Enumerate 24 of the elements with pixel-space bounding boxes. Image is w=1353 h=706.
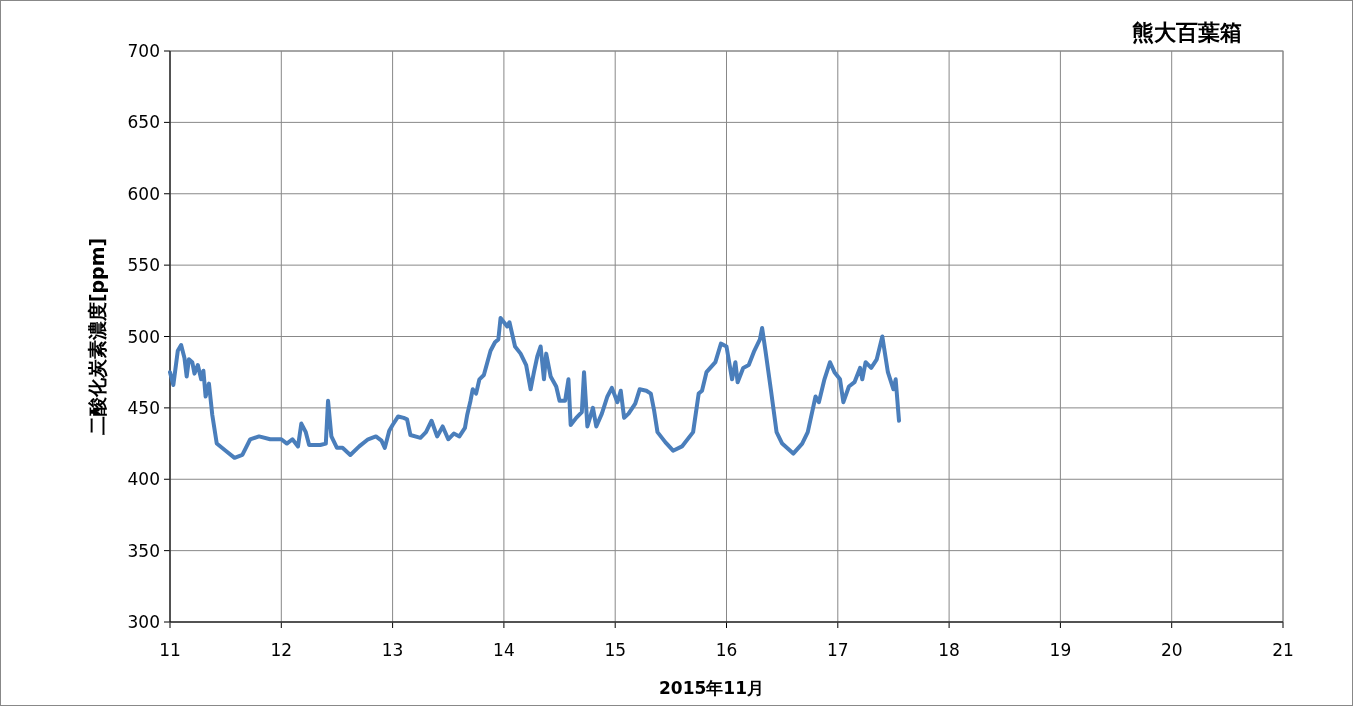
y-tick-label: 650: [127, 112, 160, 133]
x-tick-label: 20: [1160, 640, 1183, 660]
y-tick-label: 350: [127, 540, 160, 561]
x-tick-label: 18: [938, 640, 960, 660]
y-tick-label: 300: [127, 612, 160, 632]
x-tick-label: 14: [493, 640, 515, 660]
x-tick-label: 13: [381, 640, 404, 660]
line-series: [168, 315, 902, 460]
y-axis-title: 二酸化炭素濃度[ppm]: [86, 237, 108, 436]
x-tick-label: 16: [715, 640, 738, 660]
x-tick-label: 19: [1049, 640, 1072, 660]
x-tick-label: 15: [604, 640, 627, 660]
chart-title: 熊大百葉箱: [1132, 20, 1242, 45]
y-tick-label: 400: [127, 469, 160, 490]
x-tick-label: 21: [1272, 640, 1294, 660]
x-tick-label: 12: [270, 640, 293, 660]
y-tick-label: 500: [127, 326, 160, 347]
y-tick-label: 550: [127, 255, 160, 276]
y-tick-label: 600: [127, 183, 160, 204]
x-tick-label: 11: [159, 640, 181, 660]
x-axis-title: 2015年11月: [659, 678, 764, 698]
y-tick-label: 700: [127, 41, 160, 61]
y-tick-label: 450: [127, 397, 160, 418]
x-tick-label: 17: [826, 640, 849, 660]
